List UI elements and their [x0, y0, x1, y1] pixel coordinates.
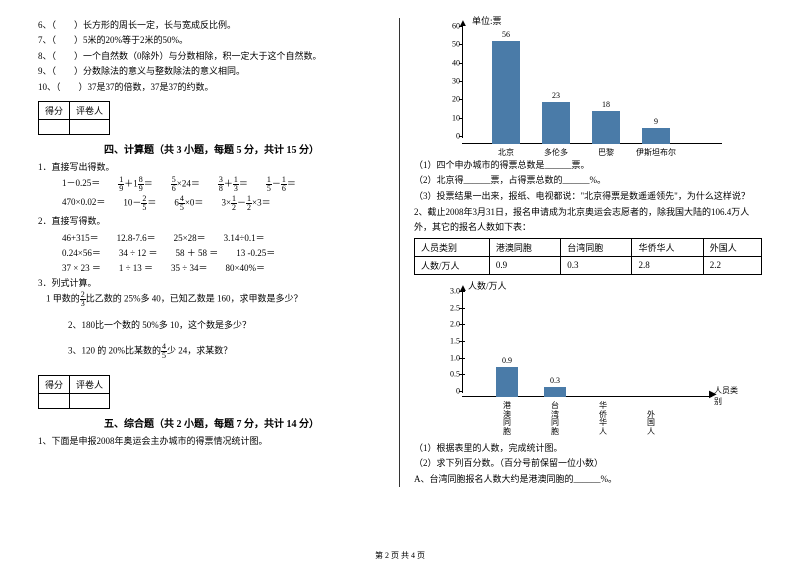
volunteer-chart: 人数/万人 ▶▲人员类别00.51.01.52.02.53.00.9港澳同胞0.… — [444, 281, 744, 441]
q3-label: 3．列式计算。 — [38, 276, 385, 290]
left-column: 6、（ ）长方形的周长一定，长与宽成反比例。 7、（ ）5米的20%等于2米的5… — [30, 18, 400, 487]
grader-label: 评卷人 — [70, 101, 110, 119]
c1r2-2: 645×0＝ — [174, 195, 203, 212]
calc2-row1: 46+315＝12.8-7.6＝25×28＝3.14÷0.1＝ — [62, 231, 385, 244]
calc1-row2: 470×0.02＝ 10－25＝ 645×0＝ 3×12－12×3＝ — [62, 195, 385, 212]
c1r1-2: 56×24＝ — [171, 176, 200, 193]
q3-3: 3、120 的 20%比某数的45少 24，求某数？ — [38, 343, 385, 360]
chart2-ylabel: 人数/万人 — [468, 279, 507, 292]
score-box-4: 得分评卷人 — [38, 101, 110, 135]
calc1-row1: 1－0.25＝ 19＋189＝ 56×24＝ 38＋13＝ 15－16＝ — [62, 176, 385, 193]
calc2-row3: 37 × 23 ＝1 ÷ 13 ＝35 ÷ 34＝80×40%＝ — [62, 261, 385, 274]
q1-sub-1: （1）四个申办城市的得票总数是______票。 — [414, 158, 762, 172]
q1-sub-3: （3）投票结果一出来，报纸、电视都说："北京得票是数遥遥领先"，为什么这样说？ — [414, 189, 762, 203]
c1r1-1: 19＋189＝ — [118, 176, 153, 193]
q3-1: 1 甲数的23比乙数的 25%多 40，已知乙数是 160，求甲数是多少？ — [38, 291, 385, 308]
right-column: 单位:票 ▲010203040506056北京23多伦多18巴黎9伊斯坦布尔 （… — [400, 18, 770, 487]
q2-sub-2: （2）求下列百分数。（百分号前保留一位小数） — [414, 456, 762, 470]
vote-chart: 单位:票 ▲010203040506056北京23多伦多18巴黎9伊斯坦布尔 — [444, 18, 744, 158]
q2-sub-1: （1）根据表里的人数，完成统计图。 — [414, 441, 762, 455]
q2-sub-3: A、台湾同胞报名人数大约是港澳同胞的______%。 — [414, 472, 762, 486]
c1r2-1: 10－25＝ — [123, 195, 156, 212]
q3-2: 2、180比一个数的 50%多 10，这个数是多少？ — [38, 318, 385, 332]
tf-7: 7、（ ）5米的20%等于2米的50%。 — [38, 33, 385, 47]
tf-6: 6、（ ）长方形的周长一定，长与宽成反比例。 — [38, 18, 385, 32]
q2-label: 2．直接写得数。 — [38, 214, 385, 228]
section-5-title: 五、综合题（共 2 小题，每题 7 分，共计 14 分） — [38, 415, 385, 430]
c1r1-0: 1－0.25＝ — [62, 176, 100, 193]
q1-sub-2: （2）北京得______票，占得票总数的______%。 — [414, 173, 762, 187]
table-data-row: 人数/万人 0.9 0.3 2.8 2.2 — [415, 256, 762, 274]
chart1-unit: 单位:票 — [472, 14, 502, 27]
tf-8: 8、（ ）一个自然数（0除外）与分数相除，积一定大于这个自然数。 — [38, 49, 385, 63]
q1-label: 1．直接写出得数。 — [38, 160, 385, 174]
c1r2-3: 3×12－12×3＝ — [221, 195, 270, 212]
score-label: 得分 — [39, 101, 70, 119]
page-footer: 第 2 页 共 4 页 — [0, 550, 800, 561]
tf-10: 10、（ ）37是37的倍数，37是37的约数。 — [38, 80, 385, 94]
score-box-5: 得分评卷人 — [38, 375, 110, 409]
c1r1-3: 38＋13＝ — [218, 176, 248, 193]
q5-1: 1、下面是申报2008年奥运会主办城市的得票情况统计图。 — [38, 434, 385, 448]
tf-9: 9、（ ）分数除法的意义与整数除法的意义相同。 — [38, 64, 385, 78]
c1r2-0: 470×0.02＝ — [62, 195, 105, 212]
volunteer-table: 人员类别 港澳同胞 台湾同胞 华侨华人 外国人 人数/万人 0.9 0.3 2.… — [414, 238, 762, 275]
c1r1-4: 15－16＝ — [266, 176, 296, 193]
table-header-row: 人员类别 港澳同胞 台湾同胞 华侨华人 外国人 — [415, 238, 762, 256]
calc2-row2: 0.24×56＝34 ÷ 12 ＝58 ＋ 58 ＝13 -0.25＝ — [62, 246, 385, 259]
q2-intro: 2、截止2008年3月31日，报名申请成为北京奥运会志愿者的，除我国大陆的106… — [414, 205, 762, 234]
section-4-title: 四、计算题（共 3 小题，每题 5 分，共计 15 分） — [38, 141, 385, 156]
